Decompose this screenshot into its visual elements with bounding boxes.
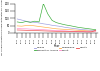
Caldas bbox=[52, 25, 53, 26]
Nariño bbox=[95, 30, 96, 31]
Caldas bbox=[73, 28, 74, 29]
Chocó bbox=[73, 31, 74, 32]
Nariño bbox=[69, 31, 70, 32]
Boyacá or Arauca bbox=[73, 26, 74, 27]
Magdalena bbox=[86, 30, 88, 31]
Boyacá or Arauca bbox=[43, 3, 44, 4]
Nariño bbox=[60, 31, 61, 32]
Legend: Caldas, Boyacá or Arauca, Magdalena, Chocó, Nariño: Caldas, Boyacá or Arauca, Magdalena, Cho… bbox=[34, 46, 88, 52]
Chocó bbox=[69, 31, 70, 32]
Boyacá or Arauca bbox=[95, 29, 96, 30]
Chocó bbox=[95, 31, 96, 32]
Caldas bbox=[82, 29, 83, 30]
Nariño bbox=[86, 31, 88, 32]
Chocó bbox=[17, 28, 18, 29]
Chocó bbox=[78, 31, 79, 32]
Magdalena bbox=[25, 25, 26, 26]
Caldas bbox=[56, 25, 57, 26]
Caldas bbox=[95, 30, 96, 31]
Y-axis label: No. children granted marriage certificates per 10,000 16-17-year-olds: No. children granted marriage certificat… bbox=[2, 0, 3, 55]
Nariño bbox=[38, 30, 40, 31]
Chocó bbox=[21, 28, 22, 29]
Magdalena bbox=[60, 29, 61, 30]
Chocó bbox=[82, 31, 83, 32]
Magdalena bbox=[78, 30, 79, 31]
Caldas bbox=[43, 23, 44, 24]
Chocó bbox=[52, 30, 53, 31]
Nariño bbox=[56, 31, 57, 32]
Magdalena bbox=[65, 29, 66, 30]
Boyacá or Arauca bbox=[52, 20, 53, 21]
Chocó bbox=[43, 29, 44, 30]
Magdalena bbox=[34, 25, 35, 26]
Nariño bbox=[78, 31, 79, 32]
Chocó bbox=[34, 29, 35, 30]
Nariño bbox=[43, 30, 44, 31]
Line: Nariño: Nariño bbox=[17, 30, 96, 32]
Boyacá or Arauca bbox=[47, 13, 48, 14]
Magdalena bbox=[69, 29, 70, 30]
Chocó bbox=[91, 31, 92, 32]
Nariño bbox=[34, 30, 35, 31]
Boyacá or Arauca bbox=[60, 23, 61, 24]
Chocó bbox=[25, 28, 26, 29]
Chocó bbox=[30, 29, 31, 30]
Nariño bbox=[73, 31, 74, 32]
Chocó bbox=[86, 31, 88, 32]
Nariño bbox=[21, 30, 22, 31]
Boyacá or Arauca bbox=[34, 21, 35, 22]
Magdalena bbox=[52, 28, 53, 29]
Line: Caldas: Caldas bbox=[17, 19, 96, 31]
Magdalena bbox=[30, 25, 31, 26]
Nariño bbox=[25, 30, 26, 31]
Magdalena bbox=[38, 26, 40, 27]
Line: Magdalena: Magdalena bbox=[17, 25, 96, 31]
Nariño bbox=[52, 31, 53, 32]
Caldas bbox=[91, 30, 92, 31]
Magdalena bbox=[95, 31, 96, 32]
Boyacá or Arauca bbox=[25, 21, 26, 22]
Boyacá or Arauca bbox=[69, 25, 70, 26]
Nariño bbox=[30, 30, 31, 31]
Boyacá or Arauca bbox=[21, 22, 22, 23]
Magdalena bbox=[56, 28, 57, 29]
Nariño bbox=[82, 31, 83, 32]
X-axis label: Year: Year bbox=[53, 44, 60, 48]
Nariño bbox=[65, 31, 66, 32]
Chocó bbox=[56, 30, 57, 31]
Magdalena bbox=[91, 31, 92, 32]
Caldas bbox=[69, 27, 70, 28]
Chocó bbox=[65, 30, 66, 31]
Boyacá or Arauca bbox=[86, 28, 88, 29]
Caldas bbox=[60, 26, 61, 27]
Caldas bbox=[65, 27, 66, 28]
Boyacá or Arauca bbox=[56, 22, 57, 23]
Caldas bbox=[25, 21, 26, 22]
Chocó bbox=[60, 30, 61, 31]
Chocó bbox=[38, 29, 40, 30]
Magdalena bbox=[17, 25, 18, 26]
Boyacá or Arauca bbox=[78, 27, 79, 28]
Line: Boyacá or Arauca: Boyacá or Arauca bbox=[17, 4, 96, 30]
Boyacá or Arauca bbox=[91, 29, 92, 30]
Line: Chocó: Chocó bbox=[17, 29, 96, 32]
Boyacá or Arauca bbox=[65, 24, 66, 25]
Caldas bbox=[47, 24, 48, 25]
Magdalena bbox=[47, 27, 48, 28]
Caldas bbox=[34, 22, 35, 23]
Caldas bbox=[78, 29, 79, 30]
Magdalena bbox=[82, 30, 83, 31]
Boyacá or Arauca bbox=[82, 27, 83, 28]
Boyacá or Arauca bbox=[30, 22, 31, 23]
Magdalena bbox=[21, 26, 22, 27]
Nariño bbox=[91, 31, 92, 32]
